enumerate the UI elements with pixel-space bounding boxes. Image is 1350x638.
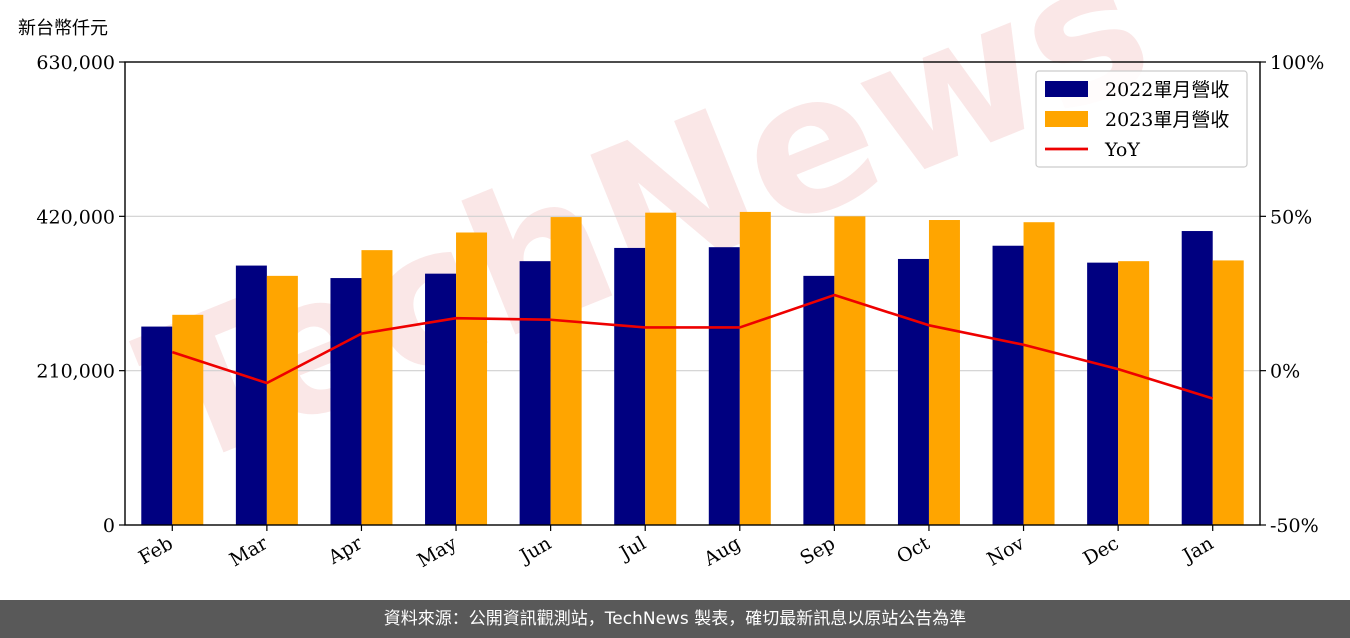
- y-left-tick-label: 0: [103, 515, 115, 537]
- y-left-tick-label: 210,000: [36, 361, 115, 383]
- x-tick-label: Sep: [796, 532, 839, 569]
- bar-2022: [1181, 231, 1213, 526]
- x-tick-label: Aug: [699, 532, 744, 571]
- bar-2022: [992, 245, 1024, 525]
- y-left-tick-label: 420,000: [36, 206, 115, 228]
- x-tick-label: Jul: [615, 532, 650, 565]
- bar-2023: [456, 232, 488, 525]
- x-tick-label: Dec: [1079, 532, 1122, 570]
- bar-2022: [708, 247, 740, 525]
- bar-2022: [1087, 262, 1119, 525]
- legend-label: 2023單月營收: [1105, 109, 1229, 131]
- bar-2023: [172, 314, 204, 525]
- source-text: 資料來源：公開資訊觀測站，TechNews 製表，確切最新訊息以原站公告為準: [383, 609, 967, 629]
- bar-2022: [803, 275, 835, 525]
- legend-label: 2022單月營收: [1105, 79, 1229, 101]
- bar-2022: [141, 326, 173, 525]
- x-tick-label: Mar: [226, 532, 272, 571]
- legend-label: YoY: [1104, 139, 1140, 161]
- plot-frame: [124, 61, 1261, 526]
- y-right-tick-label: 0%: [1270, 361, 1300, 383]
- source-footer: 資料來源：公開資訊觀測站，TechNews 製表，確切最新訊息以原站公告為準: [0, 600, 1350, 638]
- bar-2023: [645, 212, 677, 525]
- bar-2023: [928, 220, 960, 525]
- x-tick-label: May: [414, 532, 461, 572]
- bar-2023: [1118, 261, 1150, 525]
- chart-svg: TechNews0210,000420,000630,000-50%0%50%1…: [36, 0, 1324, 572]
- bar-2023: [361, 250, 393, 525]
- bar-2023: [1023, 222, 1055, 525]
- y-axis-unit-label: 新台幣仟元: [18, 18, 108, 39]
- legend-box: [1035, 70, 1248, 168]
- bar-2022: [519, 261, 551, 525]
- bar-2022: [614, 247, 646, 525]
- x-tick-label: Jun: [515, 532, 556, 568]
- bar-2022: [330, 278, 362, 525]
- bar-2023: [1212, 260, 1244, 525]
- y-left-tick-label: 630,000: [36, 52, 115, 74]
- x-tick-label: Jan: [1177, 532, 1217, 568]
- yoy-line: [171, 293, 1214, 400]
- bar-2023: [739, 211, 771, 525]
- bar-2023: [550, 217, 582, 526]
- bar-2022: [897, 258, 929, 525]
- chart-area: 新台幣仟元 TechNews 0 210,000 420,000 630,000 -50%…: [18, 0, 1324, 572]
- x-tick-label: Oct: [893, 532, 934, 568]
- x-tick-label: Nov: [983, 532, 1028, 571]
- x-tick-label: Feb: [135, 532, 177, 569]
- y-right-tick-label: -50%: [1270, 515, 1319, 537]
- y-right-tick-label: 50%: [1270, 206, 1312, 228]
- legend-swatch: [1045, 81, 1088, 97]
- bar-2023: [266, 275, 298, 525]
- legend-swatch: [1045, 111, 1088, 127]
- y-right-tick-label: 100%: [1270, 52, 1324, 74]
- bar-2022: [235, 265, 267, 525]
- bar-2023: [834, 216, 866, 526]
- bar-2022: [425, 273, 457, 525]
- x-tick-label: Apr: [324, 532, 367, 569]
